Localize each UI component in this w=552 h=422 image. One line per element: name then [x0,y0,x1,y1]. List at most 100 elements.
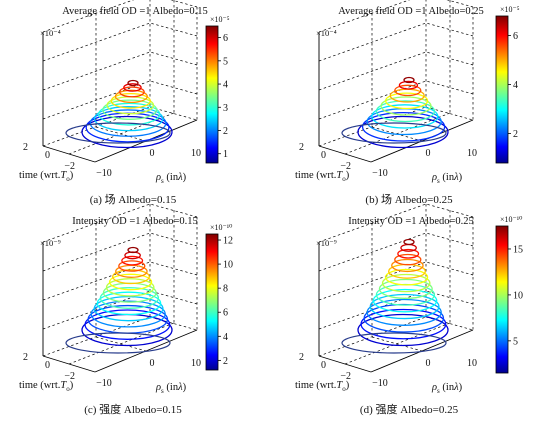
contour-ring [105,278,155,297]
contour-ring [394,253,422,266]
grid-line-z [318,290,474,330]
y-axis [318,355,372,373]
colorbar-exponent-label: ×10⁻⁵ [500,5,520,14]
y-tick-label: 0 [321,150,326,161]
colorbar-tick-label: 5 [223,56,228,67]
floor-grid-2 [95,126,147,142]
y-tick-label: 2 [299,142,304,153]
contour-ring [372,288,438,313]
y-axis-label: time (wrt.To) [295,170,350,183]
panel-caption: (b) 场 Albedo=0.25 [365,192,453,206]
x-axis-label: ρs (inλ) [155,382,187,395]
contour-ring [398,80,419,90]
contour-ring [123,83,142,92]
colorbar-tick-label: 10 [223,260,233,271]
colorbar: 15 10 5 ×10⁻¹⁰ [495,215,523,374]
x-tick-label: 0 [426,358,431,369]
contour-rings [341,76,449,149]
y-tick-label: 0 [321,360,326,371]
colorbar-gradient [206,26,218,163]
y-tick-label: 0 [45,150,50,161]
contour-ring [81,313,173,347]
contour-rings [341,238,449,354]
axes-box [42,0,198,163]
x-tick-label: 0 [150,148,155,159]
y-axis [42,145,96,163]
x-tick-label: −10 [96,168,112,179]
contour-ring [375,100,436,123]
y-tick-label: 0 [45,360,50,371]
floor-back-left [318,316,427,357]
z-exponent-label: ×10⁻⁴ [316,28,337,38]
colorbar-tick-label: 2 [223,126,228,137]
grid-line-z [42,80,198,120]
contour-ring [118,260,146,272]
contour-ring [369,293,440,320]
y-axis [318,145,372,163]
contour-ring [108,273,153,291]
chart-title: Intensity OD =1 Albedo=0.25 [348,216,474,227]
colorbar-gradient [206,234,218,370]
floor-back-right [149,106,198,121]
colorbar-exponent-label: ×10⁻⁵ [210,15,230,24]
z-exponent-label: ×10⁻⁴ [40,28,61,38]
panel-caption: (c) 强度 Albedo=0.15 [84,402,182,416]
contour-ring [81,115,173,149]
contour-ring [403,238,415,246]
contour-ring [93,295,164,322]
contour-rings [65,79,173,149]
floor-back-left [42,106,151,147]
panel-4: Intensity OD =1 Albedo=0.25 ×10⁻⁹ 2 0 −2time… [295,203,523,416]
colorbar: 6 4 2 ×10⁻⁵ [495,5,520,164]
z-exponent-label: ×10⁻⁹ [40,238,61,248]
panel-2: Average field OD =1 Albedo=0.25 ×10⁻⁴ 2 0 −2… [295,0,520,206]
floor-grid-1 [68,112,175,155]
floor-grid-1 [68,322,175,365]
colorbar-exponent-label: ×10⁻¹⁰ [500,215,522,224]
contour-ring [394,84,422,97]
floor-back-left [318,106,427,147]
grid-line-z [318,232,474,272]
colorbar-tick-label: 6 [223,33,228,44]
colorbar-tick-label: 3 [223,103,228,114]
y-tick-label: −2 [340,371,351,382]
contour-ring [96,291,162,316]
floor-back-right [425,106,474,121]
contour-ring [397,248,420,259]
contour-rings [65,246,173,354]
colorbar-tick-label: 6 [513,31,518,42]
panel-1: Average field OD =1 Albedo=0.15 ×10⁻⁴ 2 0 −2… [19,0,230,206]
x-tick-label: −10 [372,168,388,179]
box-top-back [42,0,198,33]
panel-caption: (d) 强度 Albedo=0.25 [360,402,459,416]
contour-ring [384,92,429,110]
x-axis-label: ρs (inλ) [155,172,187,185]
contour-ring [110,92,152,109]
x-tick-label: 0 [426,148,431,159]
contour-ring [381,273,431,293]
colorbar-tick-label: 12 [223,236,233,247]
y-axis [42,355,96,373]
contour-ring [361,111,446,142]
y-axis-label: time (wrt.To) [19,170,74,183]
grid-line-z [42,261,198,301]
colorbar-frame [205,233,219,371]
y-tick-label: 2 [299,352,304,363]
x-tick-label: 10 [191,148,201,159]
grid-line-z [318,22,474,62]
axes-box [318,203,474,373]
contour-ring [127,246,139,254]
floor-back-right [425,316,474,331]
y-axis-label: time (wrt.To) [295,380,350,393]
contour-ring [65,122,171,144]
floor-grid-2 [371,336,423,352]
x-tick-label: 0 [150,358,155,369]
contour-ring [114,89,148,104]
colorbar-tick-label: 4 [513,80,518,91]
grid-line-z [42,22,198,62]
grid-line-z [318,51,474,91]
contour-ring [357,313,449,347]
contour-ring [90,300,166,328]
